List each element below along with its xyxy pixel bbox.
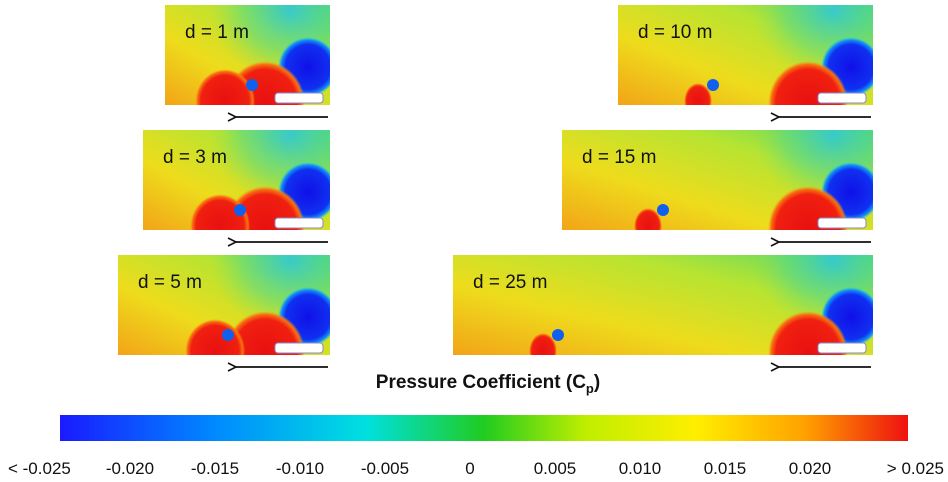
- obstacle-vortex: [707, 79, 719, 91]
- wake-high-pressure: [185, 319, 245, 355]
- colorbar-tick-label: 0.005: [534, 459, 577, 478]
- panel-label: d = 5 m: [138, 272, 202, 293]
- contour-panel: [118, 255, 330, 355]
- vehicle: [817, 217, 867, 229]
- vehicle: [817, 342, 867, 354]
- wake-high-pressure: [190, 194, 250, 230]
- panel-label: d = 15 m: [582, 147, 656, 168]
- colorbar-tick-label: < -0.025: [8, 459, 71, 478]
- wake-high-pressure: [634, 208, 662, 230]
- contour-panel: [165, 5, 330, 105]
- colorbar-tick-label: -0.005: [361, 459, 409, 478]
- colorbar-tick-label: 0: [465, 459, 474, 478]
- contour-panel: [562, 130, 873, 230]
- obstacle-vortex: [552, 329, 564, 341]
- panel-label: d = 1 m: [185, 22, 249, 43]
- colorbar-tick-label: 0.020: [789, 459, 832, 478]
- vehicle: [274, 92, 324, 104]
- contour-panel: [143, 130, 330, 230]
- colorbar: [60, 415, 908, 441]
- obstacle-vortex: [246, 79, 258, 91]
- colorbar-tick-label: -0.010: [276, 459, 324, 478]
- colorbar-title-subscript: p: [586, 381, 594, 396]
- colorbar-title-end: ): [594, 372, 600, 393]
- vehicle: [817, 92, 867, 104]
- colorbar-tick-label: 0.015: [704, 459, 747, 478]
- colorbar-title-main: Pressure Coefficient (C: [376, 372, 586, 393]
- panel-label: d = 25 m: [473, 272, 547, 293]
- vehicle: [274, 342, 324, 354]
- panel-label: d = 3 m: [163, 147, 227, 168]
- colorbar-tick-label: -0.015: [191, 459, 239, 478]
- obstacle-vortex: [234, 204, 246, 216]
- wake-high-pressure: [529, 333, 557, 355]
- panel-label: d = 10 m: [638, 22, 712, 43]
- colorbar-title: Pressure Coefficient (Cp): [376, 372, 600, 396]
- obstacle-vortex: [657, 204, 669, 216]
- contour-panel: [618, 5, 873, 105]
- colorbar-tick-label: > 0.025: [887, 459, 944, 478]
- obstacle-vortex: [222, 329, 234, 341]
- wake-high-pressure: [195, 69, 255, 105]
- contour-panel: [453, 255, 873, 355]
- vehicle: [274, 217, 324, 229]
- wake-high-pressure: [684, 83, 712, 105]
- colorbar-tick-label: -0.020: [106, 459, 154, 478]
- colorbar-tick-label: 0.010: [619, 459, 662, 478]
